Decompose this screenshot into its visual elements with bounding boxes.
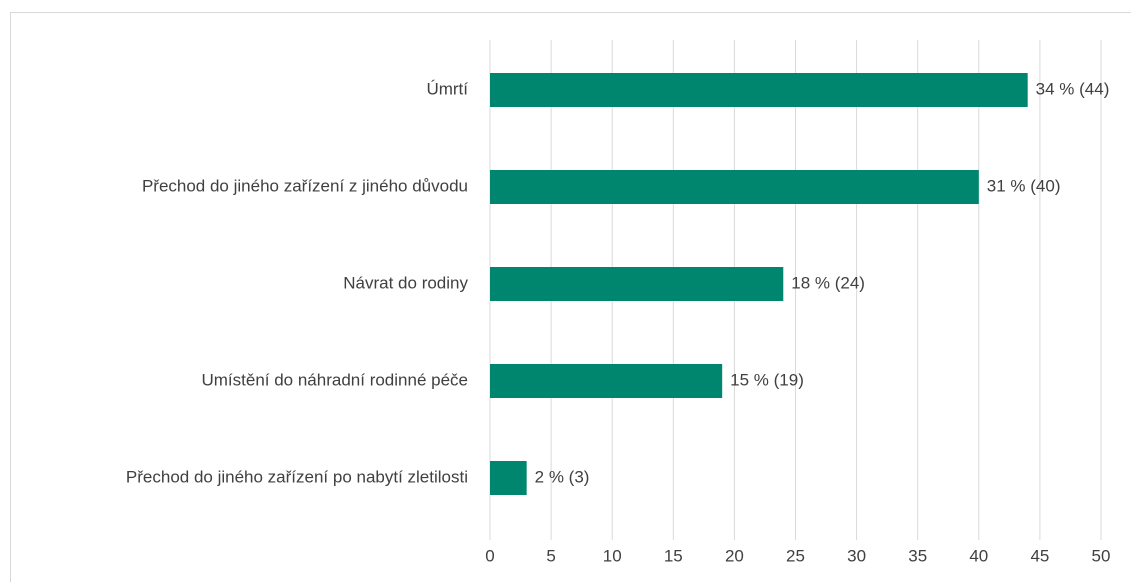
x-tick-label: 0	[485, 546, 494, 565]
data-label: 31 % (40)	[987, 176, 1061, 195]
data-label: 18 % (24)	[791, 273, 865, 292]
y-tick-label: Umístění do náhradní rodinné péče	[201, 370, 468, 389]
x-tick-label: 25	[786, 546, 805, 565]
bar	[490, 364, 723, 398]
x-tick-label: 45	[1030, 546, 1049, 565]
bar	[490, 267, 784, 301]
x-tick-label: 30	[847, 546, 866, 565]
y-tick-label: Návrat do rodiny	[343, 273, 468, 292]
x-tick-label: 10	[603, 546, 622, 565]
bar	[490, 170, 979, 204]
y-tick-label: Úmrtí	[426, 79, 468, 98]
x-tick-label: 50	[1092, 546, 1111, 565]
bar	[490, 461, 527, 495]
y-tick-label: Přechod do jiného zařízení po nabytí zle…	[126, 467, 468, 486]
x-tick-label: 35	[908, 546, 927, 565]
chart-frame	[10, 12, 1131, 582]
x-tick-label: 15	[664, 546, 683, 565]
data-label: 15 % (19)	[730, 370, 804, 389]
bar	[490, 73, 1028, 107]
y-tick-label: Přechod do jiného zařízení z jiného důvo…	[142, 176, 468, 195]
data-label: 34 % (44)	[1036, 79, 1110, 98]
data-label: 2 % (3)	[535, 467, 590, 486]
x-tick-label: 5	[546, 546, 555, 565]
x-tick-label: 20	[725, 546, 744, 565]
x-tick-label: 40	[969, 546, 988, 565]
